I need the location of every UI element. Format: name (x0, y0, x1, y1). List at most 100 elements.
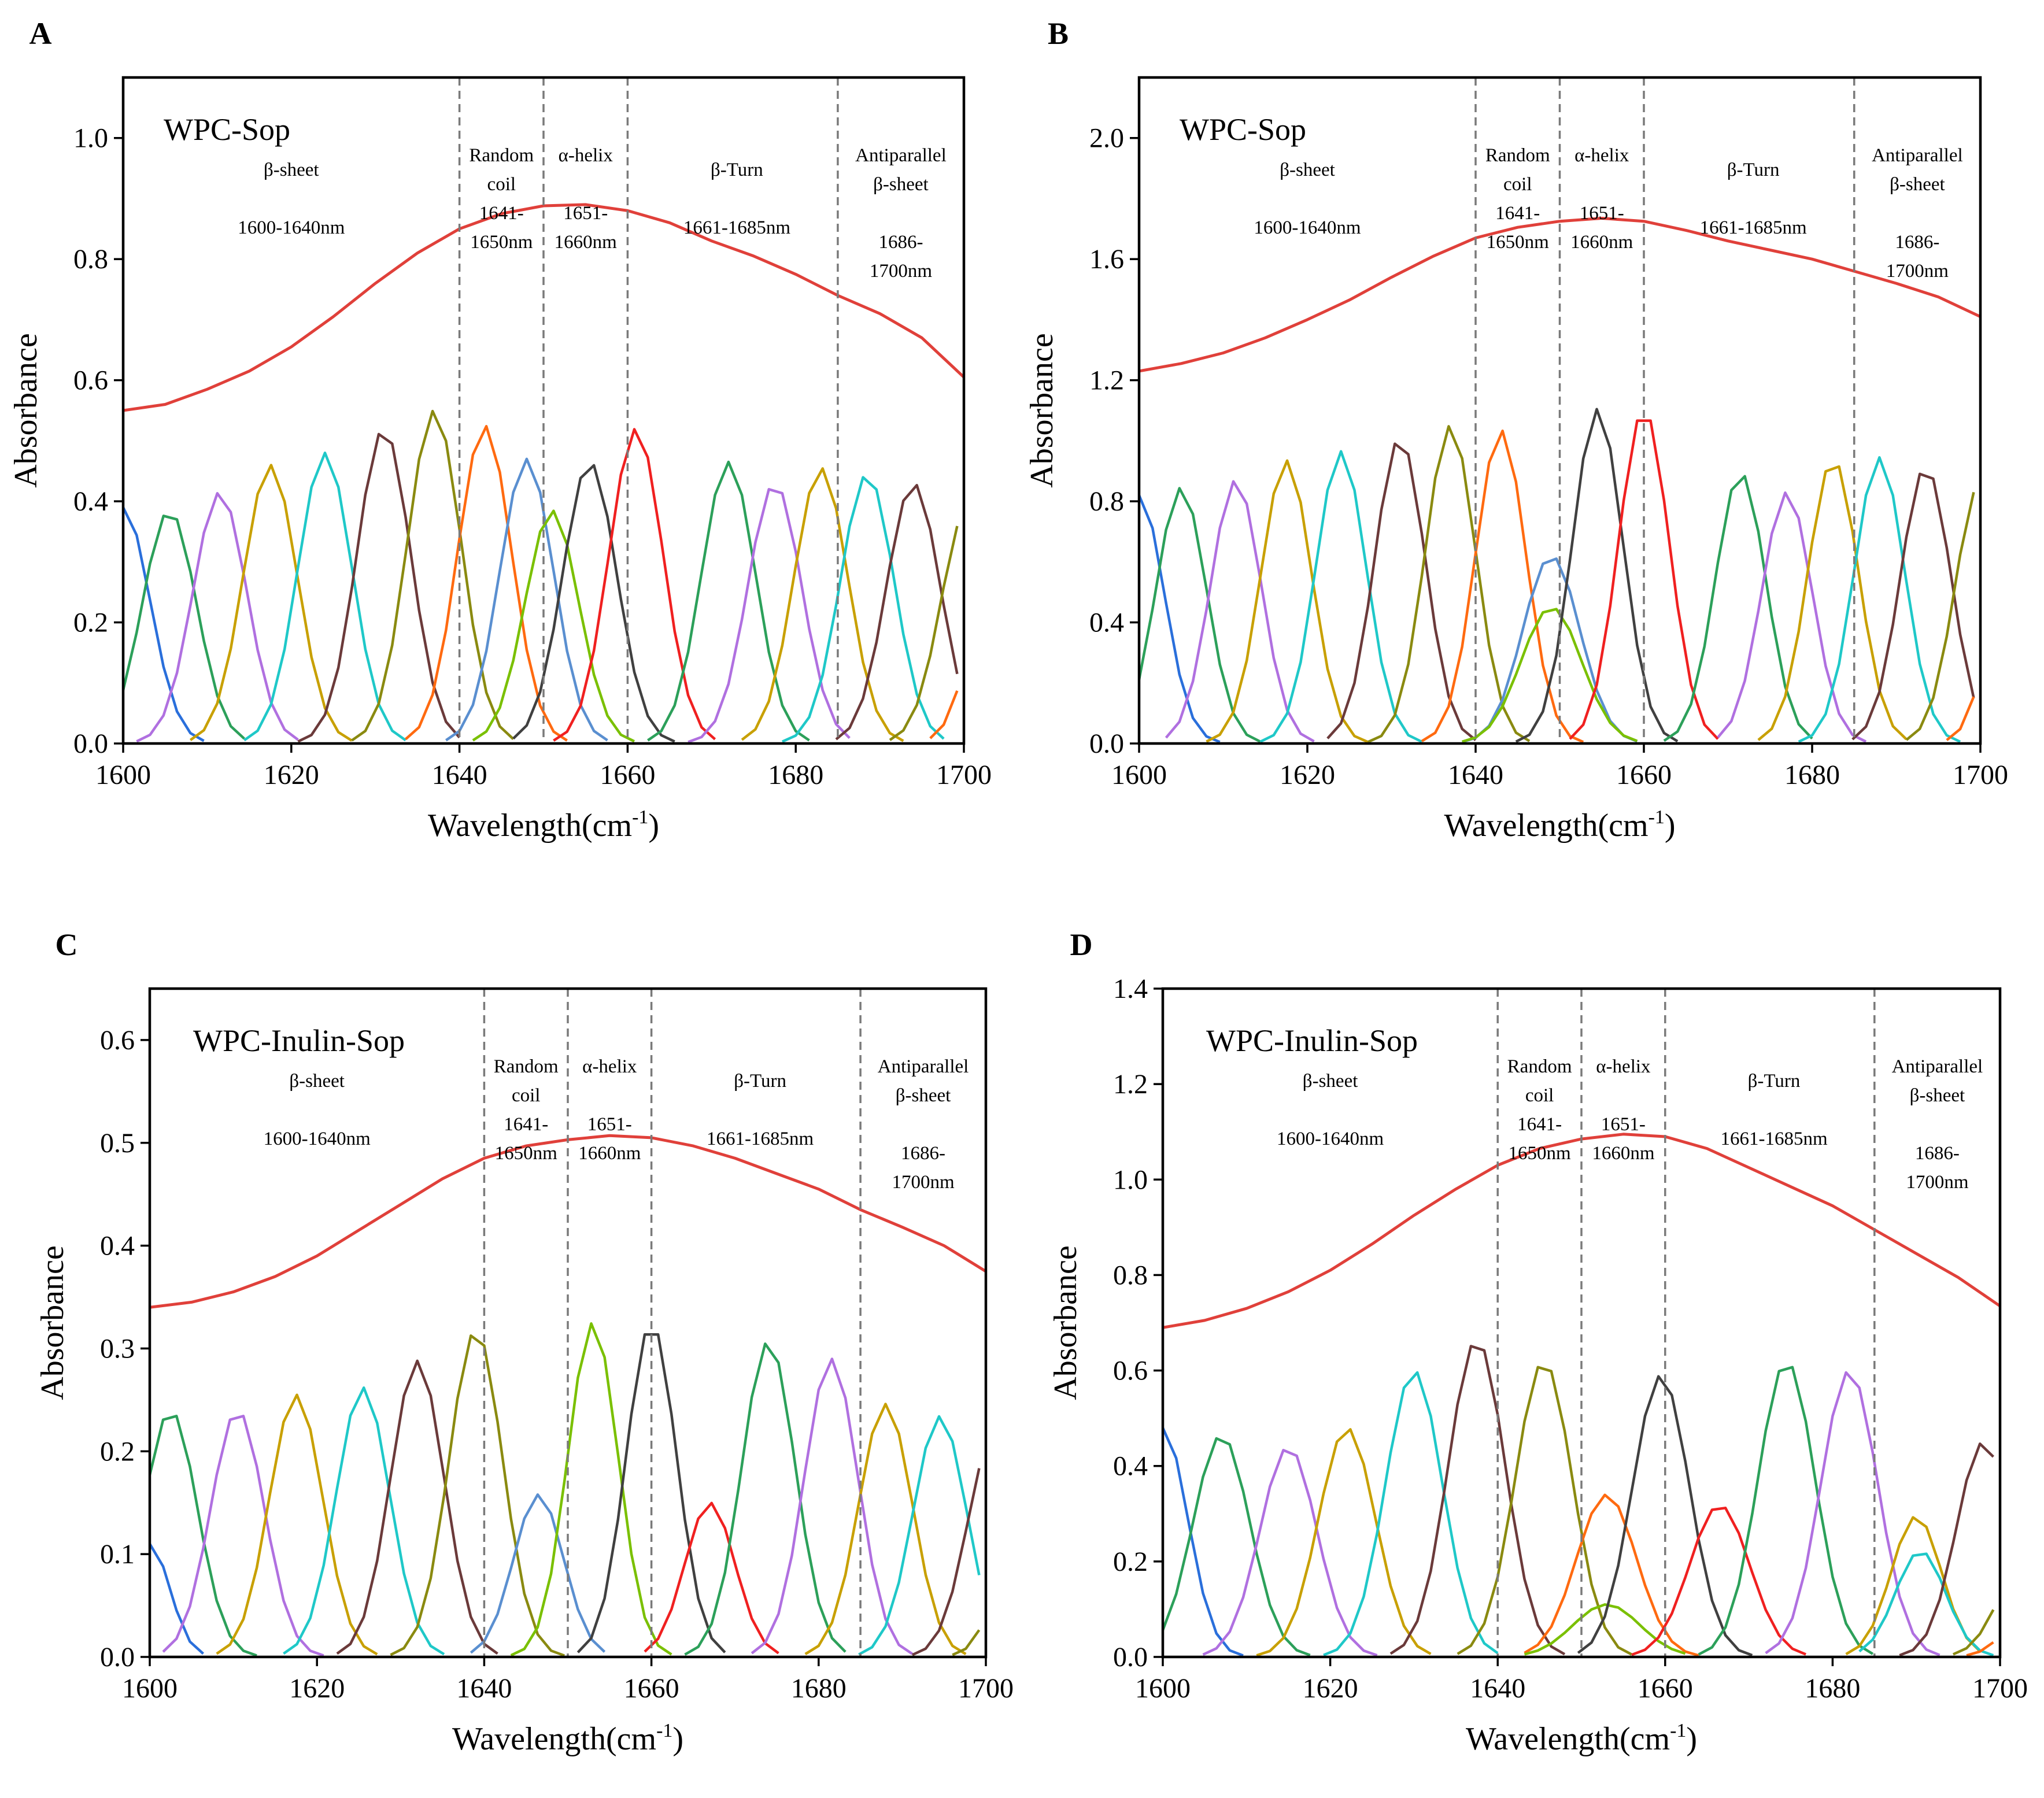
x-axis-title-main: Wavelength(cm (428, 808, 632, 843)
component-band-line (1326, 442, 1477, 741)
component-band-line (1765, 1371, 1940, 1656)
x-tick-label: 1640 (1470, 1673, 1525, 1704)
panel-letter: B (1048, 16, 1069, 51)
region-label: β-sheet (1303, 1071, 1358, 1092)
region-label: 1641- (504, 1114, 548, 1135)
component-band-line (189, 464, 353, 742)
component-band-line (470, 1493, 606, 1654)
y-tick-label: 0.0 (100, 1642, 135, 1673)
y-tick-label: 0.4 (100, 1231, 135, 1261)
region-label: 1700nm (892, 1172, 955, 1193)
x-tick-label: 1620 (289, 1673, 345, 1704)
region-label: β-Turn (1748, 1071, 1801, 1092)
x-axis-title-superscript: -1 (656, 1720, 672, 1741)
x-axis-title-main: Wavelength(cm (1444, 808, 1648, 843)
y-tick-label: 1.2 (1113, 1069, 1148, 1100)
region-label: 1700nm (870, 261, 933, 282)
region-label: 1600-1640nm (1277, 1129, 1384, 1149)
y-axis-title: Absorbance (8, 333, 44, 487)
region-label: 1700nm (1906, 1172, 1969, 1193)
component-band-line (1966, 1641, 1994, 1657)
x-axis-title-superscript: -1 (1648, 806, 1665, 828)
component-band-line (781, 476, 945, 743)
y-tick-label: 0.8 (1113, 1260, 1148, 1290)
region-label: 1661-1685nm (683, 217, 790, 238)
envelope-spectrum-line (1139, 217, 1980, 373)
region-label: α-helix (1596, 1056, 1651, 1077)
y-tick-label: 1.0 (1113, 1164, 1148, 1195)
chart-panel-d: D 1600 1620 1640 1660 1680 1700 0.0 0.2 0.4 0.6 0.8… (1048, 927, 2028, 1757)
x-axis-title-main: Wavelength(cm (452, 1721, 656, 1757)
component-band-line (1757, 465, 1908, 741)
component-band-line (1462, 557, 1638, 743)
y-tick-label: 0.0 (73, 728, 108, 759)
component-band-line (804, 1403, 967, 1656)
component-band-line (1524, 1603, 1686, 1656)
x-tick-label: 1680 (1784, 760, 1840, 790)
x-tick-label: 1700 (936, 760, 992, 790)
y-tick-label: 0.3 (100, 1333, 135, 1364)
sample-label: WPC-Sop (1180, 112, 1306, 147)
y-tick-label: 0.2 (1113, 1547, 1148, 1577)
region-label: α-helix (559, 145, 613, 166)
region-label: Random (469, 145, 534, 166)
x-tick-label: 1680 (768, 760, 823, 790)
sample-label: WPC-Sop (164, 112, 290, 147)
region-label: β-sheet (289, 1071, 345, 1092)
region-label: β-Turn (1727, 160, 1780, 180)
x-axis-title-superscript: -1 (1670, 1720, 1686, 1741)
y-axis-title: Absorbance (1048, 1245, 1084, 1400)
component-band-line (1139, 494, 1221, 743)
panel-letter: C (56, 927, 78, 962)
region-label: Antiparallel (855, 145, 947, 166)
component-band-line (390, 1334, 565, 1657)
plot-frame (148, 987, 988, 1659)
region-label: 1660nm (555, 232, 618, 253)
region-label: 1686- (1895, 232, 1939, 253)
x-axis-title: Wavelength(cm-1) (452, 1720, 683, 1757)
y-tick-label: 0.4 (1113, 1451, 1148, 1482)
region-label: 1661-1685nm (1720, 1129, 1827, 1149)
component-band-line (123, 506, 205, 742)
component-band-line (688, 488, 851, 743)
component-band-line (1163, 1437, 1311, 1657)
region-label: coil (487, 174, 516, 195)
y-tick-label: 0.2 (100, 1436, 135, 1467)
component-band-line (1163, 1427, 1244, 1657)
x-tick-label: 1640 (1448, 760, 1503, 790)
x-tick-label: 1660 (1638, 1673, 1693, 1704)
x-axis-title: Wavelength(cm-1) (1444, 806, 1675, 843)
region-label: 1651- (1580, 203, 1624, 224)
region-label: Antiparallel (1872, 145, 1963, 166)
x-tick-label: 1680 (791, 1673, 847, 1704)
component-band-line (1631, 1507, 1806, 1656)
component-band-line (1663, 475, 1813, 742)
y-tick-label: 0.8 (1089, 486, 1124, 517)
component-band-line (1899, 1442, 1994, 1657)
region-label: β-sheet (1890, 174, 1945, 195)
region-label: α-helix (1574, 145, 1629, 166)
component-band-line (405, 425, 568, 742)
y-tick-label: 0.8 (73, 244, 108, 275)
region-label: 1650nm (495, 1143, 558, 1164)
plot-frame (1161, 987, 2002, 1659)
sample-label: WPC-Inulin-Sop (1206, 1023, 1418, 1058)
sample-label: WPC-Inulin-Sop (193, 1023, 405, 1058)
component-band-line (1798, 456, 1961, 743)
x-tick-label: 1700 (958, 1673, 1014, 1704)
x-axis-title: Wavelength(cm-1) (1466, 1720, 1697, 1757)
region-label: β-sheet (1280, 160, 1335, 180)
region-label: 1641- (1517, 1114, 1562, 1135)
region-label: 1641- (1495, 203, 1540, 224)
x-tick-label: 1600 (95, 760, 151, 790)
panel-letter: D (1070, 927, 1093, 962)
region-label: β-Turn (734, 1071, 786, 1092)
region-label: 1660nm (1570, 232, 1633, 253)
region-label: 1650nm (1487, 232, 1550, 253)
region-label: Antiparallel (878, 1056, 969, 1077)
region-label: Random (1507, 1056, 1572, 1077)
component-band-line (952, 1629, 981, 1656)
x-tick-label: 1660 (624, 1673, 679, 1704)
component-band-line (512, 464, 675, 743)
component-band-line (1717, 491, 1867, 743)
